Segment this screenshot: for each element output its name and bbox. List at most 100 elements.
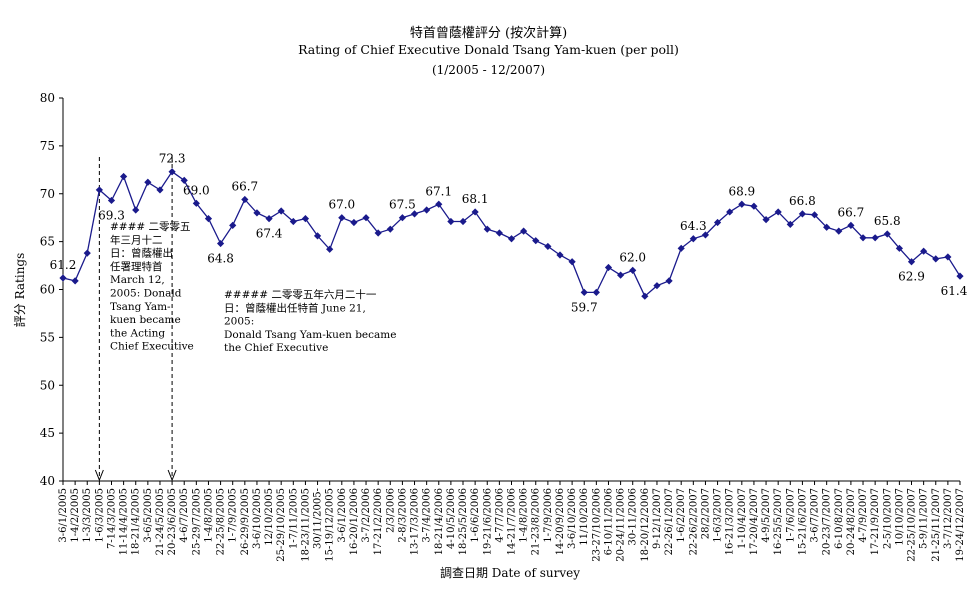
data-point xyxy=(423,206,431,214)
x-tick-label: 30/11/2005- xyxy=(313,488,324,549)
data-point xyxy=(810,211,819,219)
x-tick-label: 13-17/3/2006 xyxy=(410,488,421,555)
data-label: 67.1 xyxy=(425,184,452,198)
annotation-text: March 12, xyxy=(110,274,165,286)
x-tick-label: 20-24/8/2007 xyxy=(846,488,857,555)
data-point xyxy=(374,229,382,237)
data-label: 62.0 xyxy=(619,250,646,264)
data-point xyxy=(459,217,467,226)
data-label: 68.1 xyxy=(462,192,489,206)
x-tick-label: 11-14/4/2005 xyxy=(119,488,130,555)
x-tick-label: 14-20/9/2006 xyxy=(555,488,566,555)
x-tick-label: 3-7/12/2007 xyxy=(943,488,954,549)
data-point xyxy=(507,235,516,243)
y-axis-title: 評分 Ratings xyxy=(12,253,27,328)
x-tick-label: 25-29/10/2005 xyxy=(276,488,287,562)
x-tick-label: 1-6/3/2005 xyxy=(94,488,105,543)
data-point xyxy=(398,214,407,222)
x-tick-label: 16-21/3/2007 xyxy=(725,488,736,555)
data-point xyxy=(301,215,310,223)
axes xyxy=(62,98,960,482)
y-tick-label: 45 xyxy=(40,426,55,440)
x-tick-label: 18-25/5/2006 xyxy=(458,488,469,555)
data-point xyxy=(641,292,649,300)
x-tick-label: 21-24/5/2005 xyxy=(155,488,166,555)
data-point xyxy=(71,277,79,285)
x-tick-label: 15-21/6/2007 xyxy=(797,488,808,555)
x-tick-label: 3-6/7/2007 xyxy=(810,488,821,543)
x-tick-label: 4-9/5/2007 xyxy=(761,488,772,543)
data-label: 61.2 xyxy=(50,258,77,272)
annotation-text: Chief Executive xyxy=(110,341,194,353)
data-point xyxy=(410,210,419,218)
x-axis-ticks: 3-6/1/2005 1-4/2/2005 1-3/3/2005 1-6/3/2005… xyxy=(58,481,966,562)
data-point xyxy=(83,249,91,257)
x-tick-label: 3-6/10/2006 xyxy=(567,488,578,549)
data-point xyxy=(192,199,200,207)
data-point xyxy=(495,229,503,237)
data-label: 62.9 xyxy=(898,270,925,284)
x-tick-label: 3-6/1/2005 xyxy=(58,488,69,543)
data-point xyxy=(483,225,491,233)
data-point xyxy=(544,242,552,251)
data-point xyxy=(871,234,879,242)
x-tick-label: 19-24/12/2007 xyxy=(955,488,966,562)
data-point xyxy=(726,208,734,216)
chart-title-chinese: 特首曾蔭權評分 (按次計算) xyxy=(409,26,568,41)
x-tick-label: 22-25/8/2005 xyxy=(216,488,227,555)
x-tick-label: 16-25/5/2007 xyxy=(773,488,784,555)
x-tick-label: 3-7/4/2006 xyxy=(422,488,433,543)
x-tick-label: 18-23/11/2005 xyxy=(300,488,311,562)
x-tick-label: 3-6/1/2006 xyxy=(337,488,348,543)
annotation-text: 年三月十二 xyxy=(110,233,163,246)
x-tick-label: 1-4/2/2005 xyxy=(70,488,81,543)
x-tick-label: 3-6/5/2005 xyxy=(143,488,154,543)
x-tick-label: 17-21/9/2007 xyxy=(870,488,881,555)
annotation-arrow xyxy=(94,469,104,482)
data-point xyxy=(95,186,103,194)
x-tick-label: 25-29/7/2005 xyxy=(191,488,202,555)
data-points xyxy=(59,168,964,300)
y-tick-label: 50 xyxy=(40,378,55,392)
x-tick-label: 2/3/2006 xyxy=(385,488,396,533)
data-point xyxy=(277,207,285,215)
data-point xyxy=(701,231,710,239)
x-tick-label: 10/10/2007 xyxy=(894,488,905,546)
data-label: 68.9 xyxy=(728,184,755,198)
x-tick-label: 3-7/2/2006 xyxy=(361,488,372,543)
data-point xyxy=(665,277,673,285)
data-point xyxy=(216,239,225,248)
data-point xyxy=(920,247,928,255)
data-point xyxy=(447,217,455,226)
x-tick-label: 1-6/2/2007 xyxy=(676,488,687,543)
data-label: 61.4 xyxy=(941,284,968,298)
x-tick-label: 7-14/3/2005 xyxy=(106,488,117,549)
data-point xyxy=(762,216,770,224)
y-tick-label: 40 xyxy=(40,474,55,488)
x-tick-label: 17-20/4/2007 xyxy=(749,488,760,555)
y-tick-label: 65 xyxy=(40,235,55,249)
data-point xyxy=(859,234,867,242)
x-tick-label: 20-23/7/2007 xyxy=(822,488,833,555)
data-label: 69.3 xyxy=(98,208,125,222)
data-point xyxy=(944,253,952,261)
annotation-text: the Chief Executive xyxy=(224,342,328,354)
x-tick-label: 1-7/9/2005 xyxy=(228,488,239,543)
x-tick-label: 1-6/6/2006 xyxy=(470,488,481,543)
data-label: 66.7 xyxy=(231,179,258,193)
x-tick-label: 28/2/2007 xyxy=(700,488,711,539)
x-tick-label: 20-24/11/2006 xyxy=(616,488,627,562)
x-tick-label: 22-25/10/2007 xyxy=(907,488,918,562)
data-point xyxy=(120,172,128,181)
y-tick-label: 75 xyxy=(40,139,55,153)
x-tick-label: 18-20/12/2006 xyxy=(640,488,651,562)
chart-title: Rating of Chief Executive Donald Tsang Y… xyxy=(298,42,679,57)
data-point xyxy=(253,209,261,217)
data-point xyxy=(568,258,576,266)
data-labels: 61.2 69.3 72.3 69.0 64.8 66.7 67.4 67.0 67.5 67.1… xyxy=(50,152,968,315)
data-point xyxy=(677,244,685,252)
data-point xyxy=(520,227,528,235)
x-tick-label: 21-25/11/2007 xyxy=(931,488,942,562)
data-label: 64.3 xyxy=(680,219,707,233)
